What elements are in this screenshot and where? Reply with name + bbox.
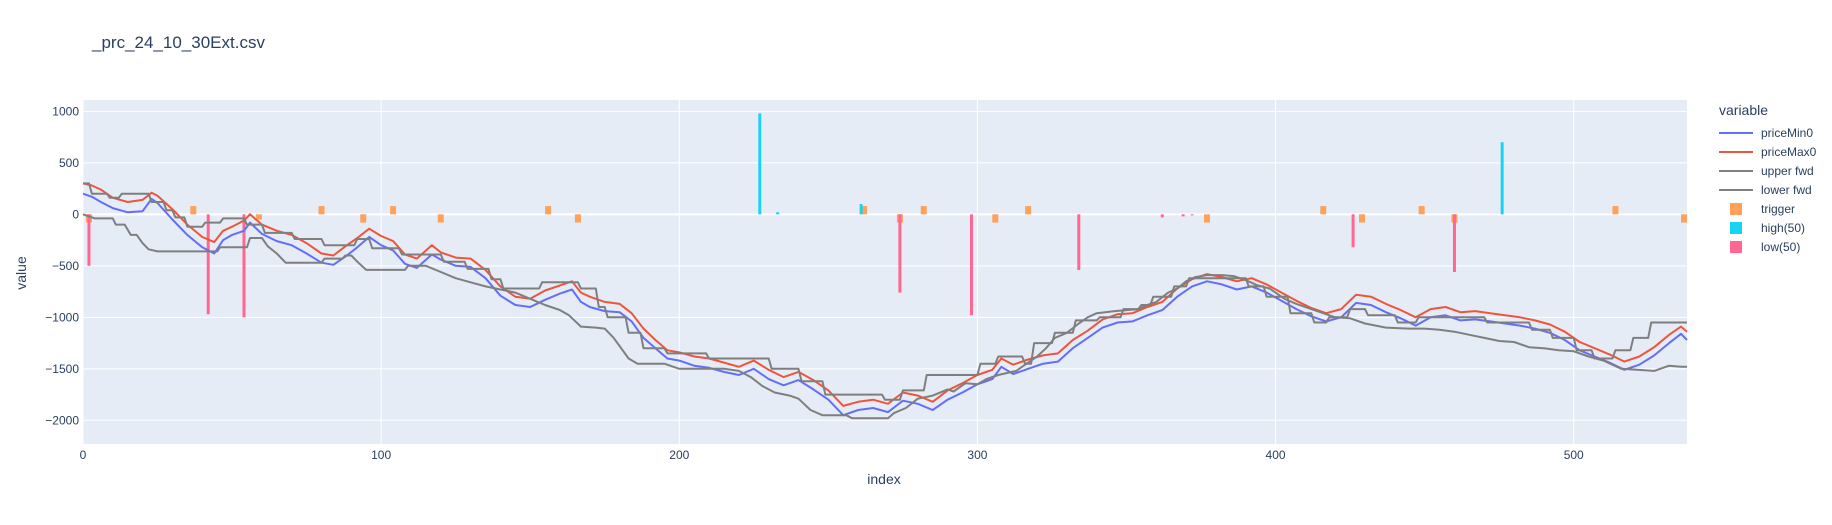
y-axis-label: value — [13, 256, 29, 290]
bar-trigger — [1203, 214, 1210, 223]
bar-high-50 — [859, 204, 863, 215]
bar-trigger — [437, 214, 444, 223]
bar-low-50 — [242, 214, 246, 318]
legend-swatch — [1730, 240, 1742, 253]
legend-item[interactable]: low(50) — [1719, 237, 1816, 256]
line-upper-fwd — [83, 182, 1687, 401]
bar-low-50 — [1160, 214, 1164, 218]
bar-trigger — [545, 206, 552, 215]
bar-high-50 — [1500, 142, 1504, 215]
legend-label: lower fwd — [1761, 182, 1812, 197]
legend-label: low(50) — [1761, 239, 1801, 254]
legend-label: high(50) — [1761, 220, 1806, 235]
x-tick-labels: 0 100 200 300 400 500 — [80, 448, 1584, 462]
bar-trigger — [1681, 214, 1688, 223]
legend-items: priceMin0 priceMax0 upper fwd lower fwd trig… — [1719, 123, 1816, 256]
plot-background — [83, 100, 1687, 444]
bar-trigger — [1025, 206, 1032, 215]
legend-label: trigger — [1761, 201, 1796, 216]
bar-low-50 — [1077, 214, 1081, 270]
y-tick-label: −2000 — [45, 413, 79, 427]
bar-low-50 — [1181, 214, 1185, 217]
bar-trigger — [861, 206, 868, 215]
legend-swatch — [1730, 221, 1742, 234]
bar-high-50 — [758, 113, 762, 215]
legend-item[interactable]: trigger — [1719, 199, 1816, 218]
legend-swatch — [1730, 202, 1742, 215]
legend-label: upper fwd — [1761, 163, 1814, 178]
legend-swatch — [1719, 169, 1753, 172]
bar-low-50 — [1351, 214, 1355, 248]
bar-low-50 — [1452, 214, 1456, 272]
x-tick-label: 300 — [967, 448, 987, 462]
bar-trigger — [574, 214, 581, 223]
x-axis-label: index — [867, 471, 900, 487]
x-tick-label: 500 — [1564, 448, 1584, 462]
bar-trigger — [360, 214, 367, 223]
bar-low-50 — [1190, 214, 1194, 216]
legend-item[interactable]: priceMax0 — [1719, 142, 1816, 161]
y-tick-label: 500 — [59, 156, 79, 170]
bar-low-50 — [87, 214, 91, 266]
bar-trigger — [1418, 206, 1425, 215]
bar-trigger — [920, 206, 927, 215]
x-tick-label: 0 — [80, 448, 87, 462]
line-lower-fwd — [82, 213, 1687, 420]
bar-trigger — [1320, 206, 1327, 215]
legend-swatch — [1719, 150, 1753, 153]
x-tick-label: 100 — [371, 448, 391, 462]
bar-low-50 — [206, 214, 210, 315]
legend-item[interactable]: high(50) — [1719, 218, 1816, 237]
y-tick-labels: −2000 −1500 −1000 −500 0 500 1000 — [45, 104, 79, 427]
legend: variable priceMin0 priceMax0 upper fwd lowe… — [1719, 102, 1816, 256]
legend-item[interactable]: upper fwd — [1719, 161, 1816, 180]
y-tick-label: −1500 — [45, 362, 79, 376]
legend-item[interactable]: priceMin0 — [1719, 123, 1816, 142]
bar-trigger — [390, 206, 397, 215]
y-tick-label: 1000 — [52, 104, 79, 118]
line-layer — [82, 182, 1688, 420]
legend-swatch — [1719, 131, 1753, 134]
bar-trigger — [992, 214, 999, 223]
bar-layer — [85, 113, 1688, 318]
legend-label: priceMin0 — [1761, 125, 1814, 140]
legend-label: priceMax0 — [1761, 144, 1817, 159]
y-tick-label: 0 — [72, 207, 79, 221]
legend-title: variable — [1719, 102, 1769, 118]
bar-low-50 — [969, 214, 973, 316]
bar-trigger — [190, 206, 197, 215]
y-tick-label: −1000 — [45, 310, 79, 324]
bar-trigger — [1359, 214, 1366, 223]
bar-trigger — [1612, 206, 1619, 215]
bar-high-50 — [776, 212, 780, 215]
legend-item[interactable]: lower fwd — [1719, 180, 1816, 199]
x-tick-label: 400 — [1266, 448, 1286, 462]
line-pricemax0 — [82, 182, 1688, 407]
y-tick-label: −500 — [52, 259, 79, 273]
bar-trigger — [318, 206, 325, 215]
bar-low-50 — [898, 214, 902, 293]
x-tick-label: 200 — [669, 448, 689, 462]
bar-trigger — [255, 214, 262, 220]
legend-swatch — [1719, 188, 1753, 191]
chart-title: _prc_24_10_30Ext.csv — [92, 33, 265, 52]
